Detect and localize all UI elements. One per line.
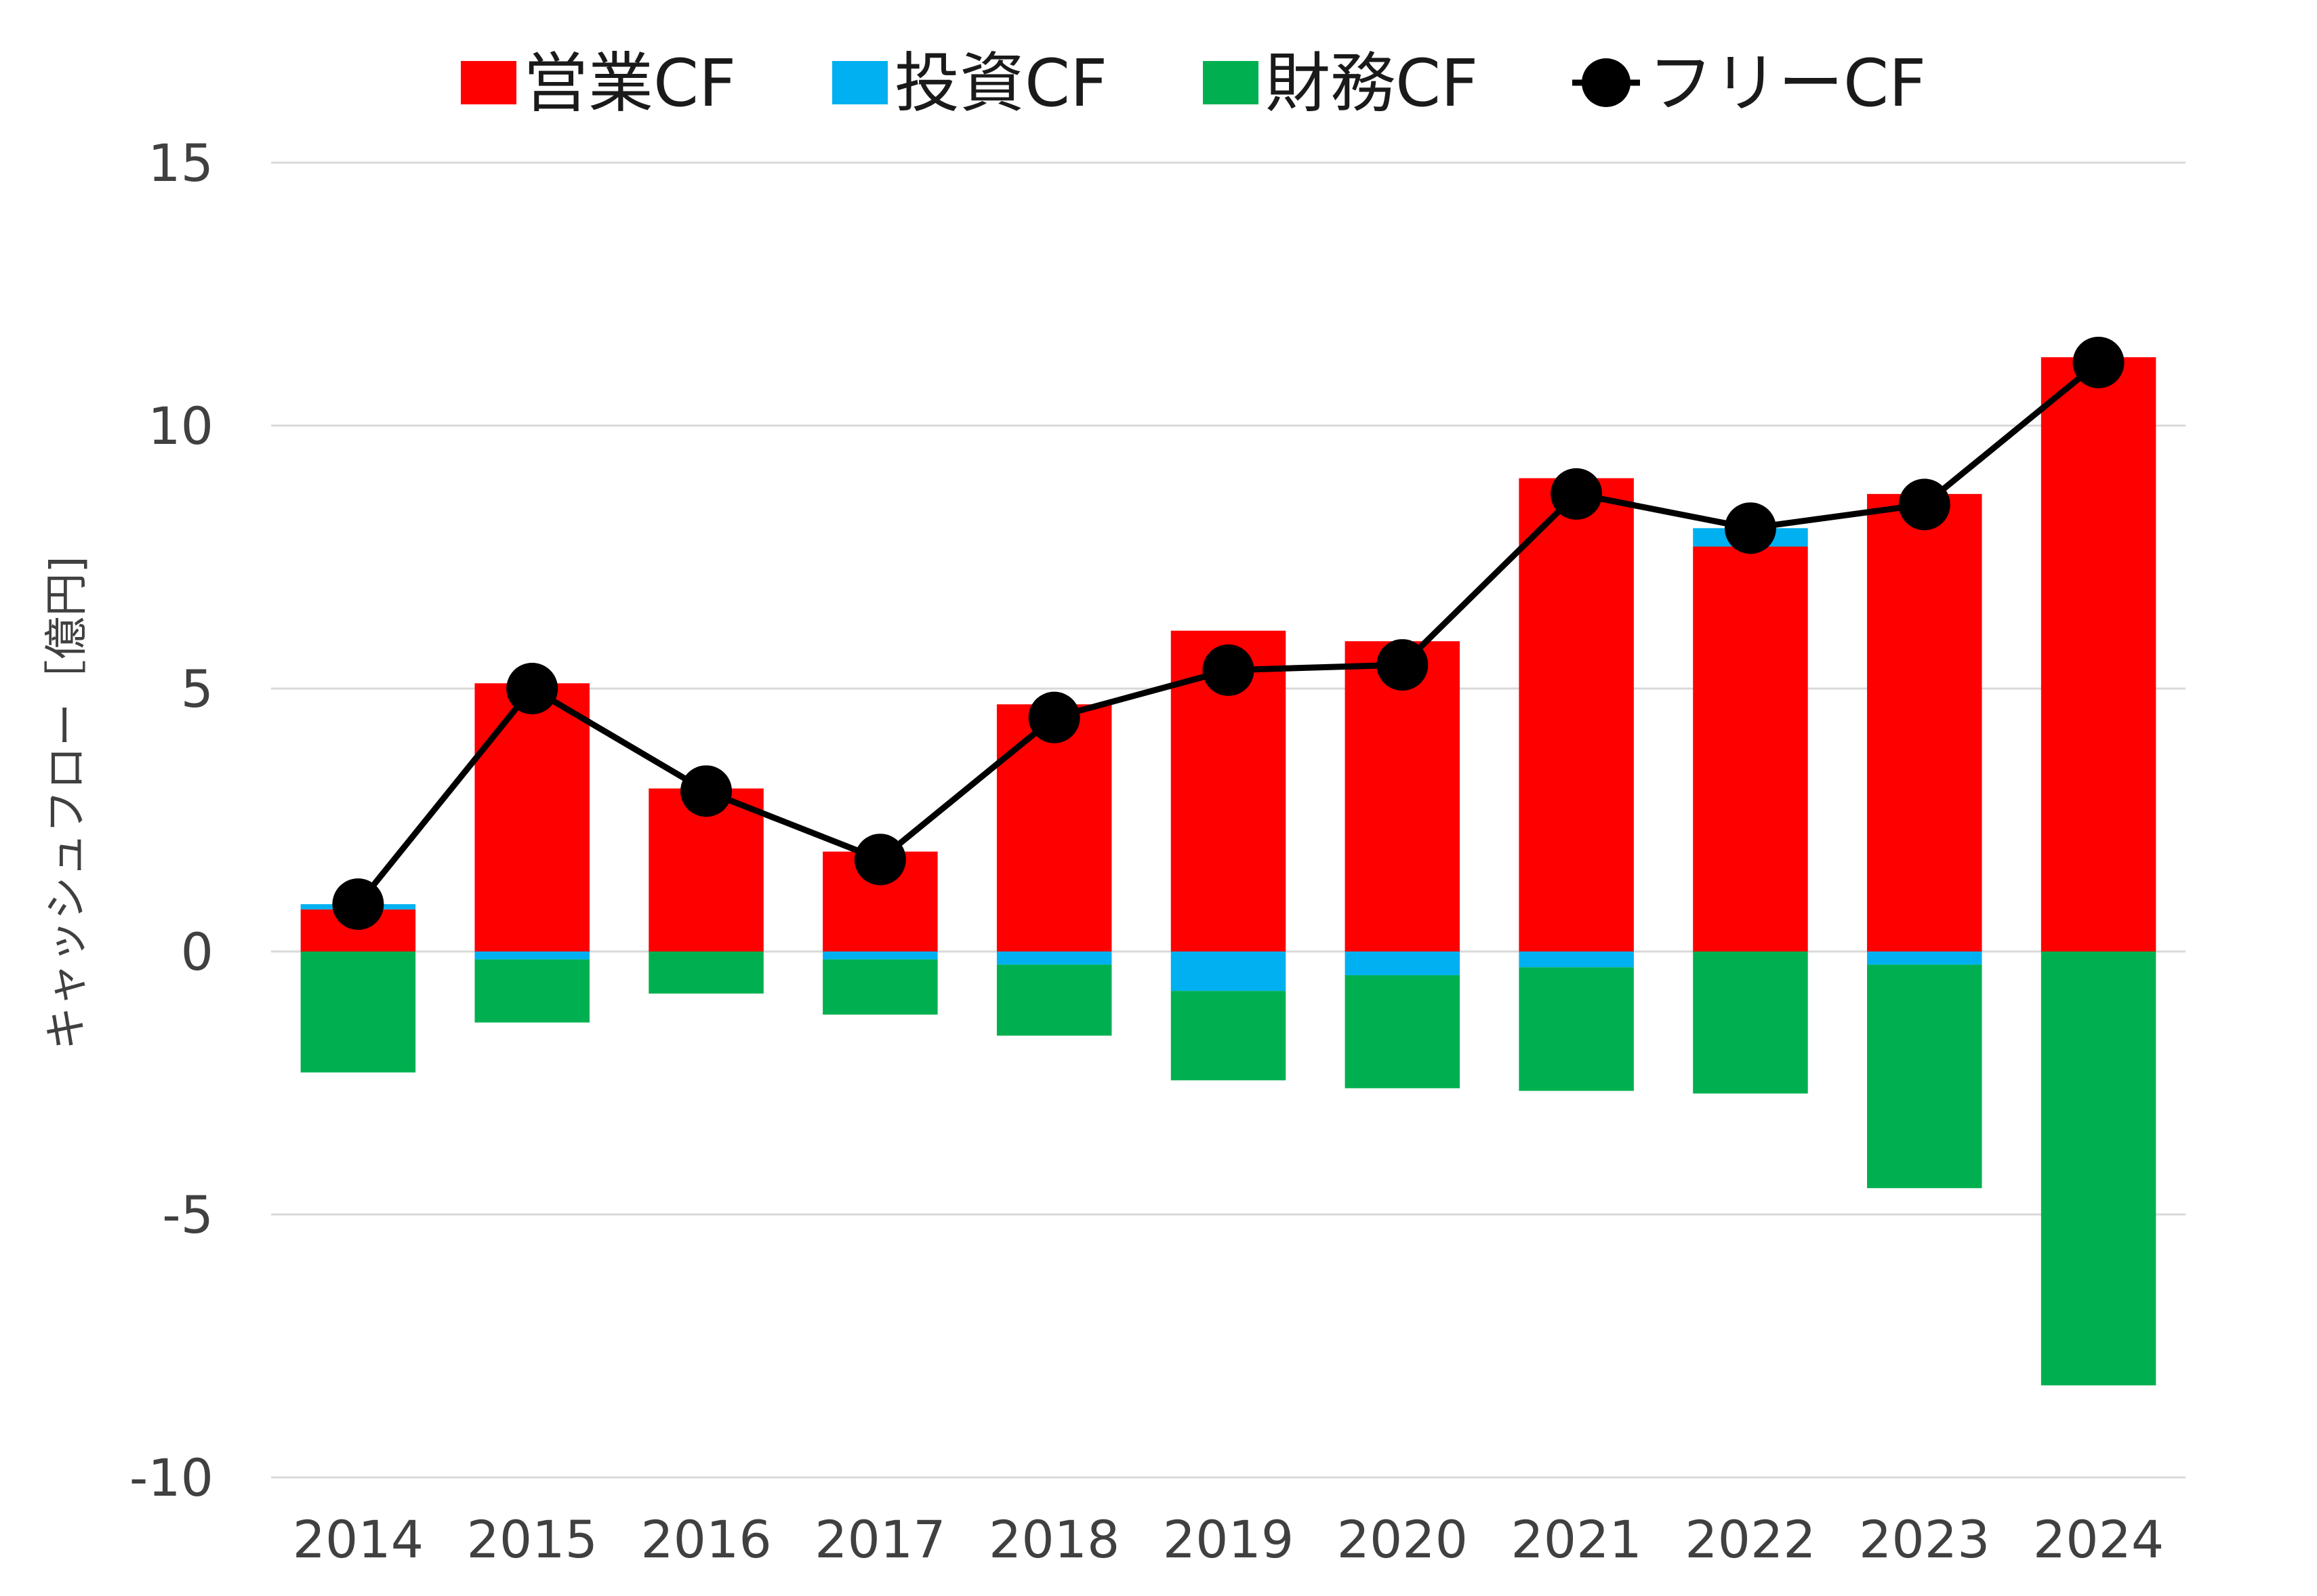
x-tick-label: 2015 (467, 1509, 598, 1570)
line-point (854, 834, 906, 886)
legend-label: 営業CF (523, 45, 736, 121)
x-tick-label: 2016 (640, 1509, 771, 1570)
line-point (1898, 478, 1950, 531)
bar-segment (1693, 546, 1808, 952)
y-tick-label: -10 (129, 1448, 213, 1508)
y-axis-ticks: -10 -5 0 5 10 15 (129, 133, 213, 1508)
bar-segment (300, 952, 416, 1073)
x-tick-label: 2024 (2033, 1509, 2164, 1570)
bar-segment (823, 952, 938, 960)
bar-segment (823, 959, 938, 1015)
bar-segment (1867, 964, 1982, 1189)
bar-segment (2041, 952, 2156, 1386)
y-tick-label: 15 (148, 133, 213, 193)
line-point (1376, 639, 1429, 691)
x-tick-label: 2018 (989, 1509, 1120, 1570)
bar-segment (474, 959, 590, 1023)
y-tick-label: 0 (181, 922, 213, 982)
line-point (1202, 644, 1254, 696)
bar-segment (649, 952, 764, 994)
bar-segment (474, 683, 590, 952)
bar-segment (1170, 952, 1286, 991)
bar-segment (1345, 641, 1460, 952)
legend: 営業CF 投資CF 財務CF フリーCF (461, 45, 1926, 121)
line-point (506, 663, 558, 714)
x-tick-label: 2017 (815, 1509, 945, 1570)
bar-segment (1345, 952, 1460, 975)
legend-label: 投資CF (895, 45, 1107, 121)
bar-segment (474, 952, 590, 960)
bar-segment (1693, 952, 1808, 1094)
line-point (332, 878, 384, 930)
x-tick-label: 2014 (293, 1509, 424, 1570)
bar-segment (2041, 357, 2156, 952)
x-tick-label: 2023 (1859, 1509, 1990, 1570)
bars (300, 357, 2156, 1386)
line-point (680, 765, 733, 817)
bar-segment (1519, 478, 1634, 952)
bar-segment (996, 952, 1112, 965)
bar-segment (996, 964, 1112, 1036)
legend-swatch (1203, 61, 1258, 104)
line-point (1724, 502, 1776, 554)
legend-label: フリーCF (1648, 45, 1926, 121)
legend-marker (1582, 58, 1631, 107)
legend-swatch (832, 61, 888, 104)
legend-swatch (461, 61, 516, 104)
x-tick-label: 2022 (1685, 1509, 1816, 1570)
x-tick-label: 2021 (1511, 1509, 1641, 1570)
bar-segment (1519, 967, 1634, 1091)
x-tick-label: 2020 (1337, 1509, 1468, 1570)
bar-segment (1345, 975, 1460, 1088)
bar-segment (1867, 952, 1982, 965)
bar-segment (1867, 493, 1982, 952)
legend-label: 財務CF (1265, 45, 1478, 121)
y-axis-title: キャッシュフロー［億円] (42, 556, 92, 1050)
line-point (1551, 468, 1603, 520)
x-axis-ticks: 2014 2015 2016 2017 2018 2019 2020 2021 2022 2023… (293, 1509, 2165, 1570)
line-point (1028, 691, 1080, 743)
bar-segment (1519, 952, 1634, 968)
line-point (2072, 336, 2125, 388)
y-tick-label: 5 (181, 659, 213, 719)
free-cf-line (332, 336, 2125, 930)
x-tick-label: 2019 (1163, 1509, 1294, 1570)
bar-segment (1170, 991, 1286, 1081)
y-tick-label: 10 (148, 396, 213, 456)
y-tick-label: -5 (162, 1185, 213, 1245)
